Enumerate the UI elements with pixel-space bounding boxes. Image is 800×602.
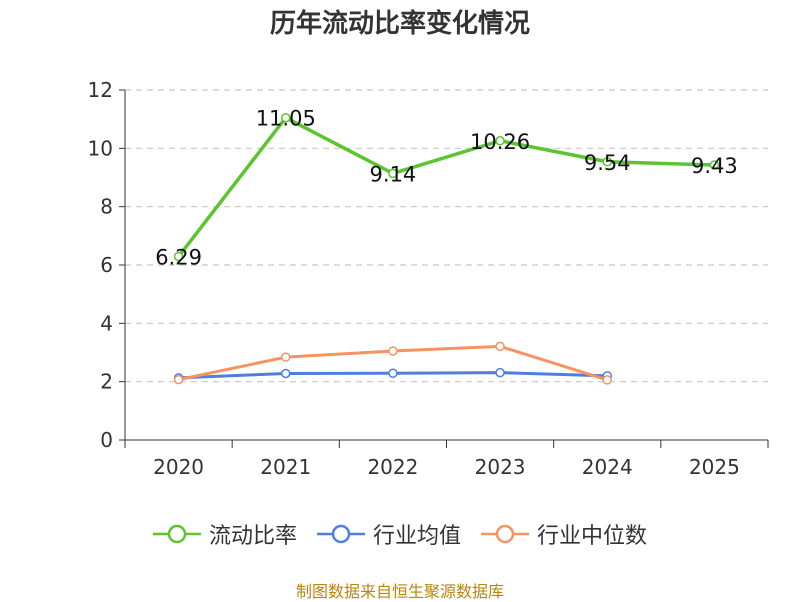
- axis-layer: 0 2 4 6 8 10 12 2020 2021 2022 2023 2024 2025: [88, 78, 769, 479]
- legend-marker-current-ratio: [152, 524, 201, 544]
- legend-label-industry-median: 行业中位数: [537, 524, 648, 549]
- legend-item-current-ratio[interactable]: 流动比率: [152, 518, 297, 550]
- legend-marker-industry-median: [481, 524, 529, 544]
- data-point-s0-2023: [495, 136, 505, 146]
- legend-label-current-ratio: 流动比率: [208, 524, 297, 549]
- data-label-2020: 6.29: [155, 246, 202, 270]
- data-point-s2-2020: [173, 374, 184, 385]
- data-point-s2-2024: [602, 375, 612, 385]
- data-point-s0-2021: [281, 112, 291, 123]
- y-tick-label-12: 12: [88, 78, 113, 102]
- chart-title: 历年流动比率变化情况: [269, 9, 530, 39]
- legend-item-industry-median[interactable]: 行业中位数: [481, 518, 647, 550]
- data-label-2025: 9.43: [691, 154, 738, 178]
- source-note: 制图数据来自恒生聚源数据库: [295, 582, 504, 601]
- data-label-2023: 10.26: [470, 130, 530, 154]
- y-tick-label-2: 2: [100, 370, 113, 394]
- data-point-s0-2024: [602, 157, 612, 167]
- x-tick-label-2022: 2022: [367, 455, 418, 479]
- data-point-s0-2022: [388, 168, 398, 179]
- x-tick-label-2025: 2025: [689, 455, 740, 479]
- data-point-s1-2023: [495, 367, 505, 378]
- y-tick-label-8: 8: [100, 195, 113, 219]
- grid-layer: [125, 89, 768, 383]
- data-label-2024: 9.54: [584, 151, 631, 175]
- data-point-s1-2022: [388, 368, 398, 378]
- legend: 流动比率 行业均值 行业中位数: [0, 518, 800, 550]
- data-point-s2-2021: [281, 352, 291, 362]
- x-tick-label-2020: 2020: [153, 455, 204, 479]
- legend-item-industry-mean[interactable]: 行业均值: [316, 518, 461, 550]
- legend-label-industry-mean: 行业均值: [372, 524, 461, 549]
- data-point-s0-2025: [709, 160, 720, 170]
- data-point-s2-2022: [388, 346, 398, 356]
- x-tick-label-2024: 2024: [582, 455, 633, 479]
- x-tick-label-2021: 2021: [260, 455, 311, 479]
- data-label-2021: 11.05: [256, 107, 316, 131]
- y-tick-label-4: 4: [100, 311, 113, 335]
- series-line-0: [176, 115, 717, 259]
- series-layer: [173, 112, 720, 385]
- data-point-s2-2023: [495, 341, 505, 352]
- y-tick-label-6: 6: [100, 253, 113, 277]
- data-label-2022: 9.14: [370, 162, 417, 186]
- label-layer: 6.29 11.05 9.14 10.26 9.54 9.43: [155, 107, 738, 270]
- data-point-s1-2021: [281, 368, 291, 379]
- y-tick-label-0: 0: [100, 428, 113, 452]
- legend-marker-industry-mean: [316, 524, 365, 544]
- y-tick-label-10: 10: [88, 136, 113, 160]
- x-tick-label-2023: 2023: [475, 455, 526, 479]
- data-point-s0-2020: [173, 251, 184, 262]
